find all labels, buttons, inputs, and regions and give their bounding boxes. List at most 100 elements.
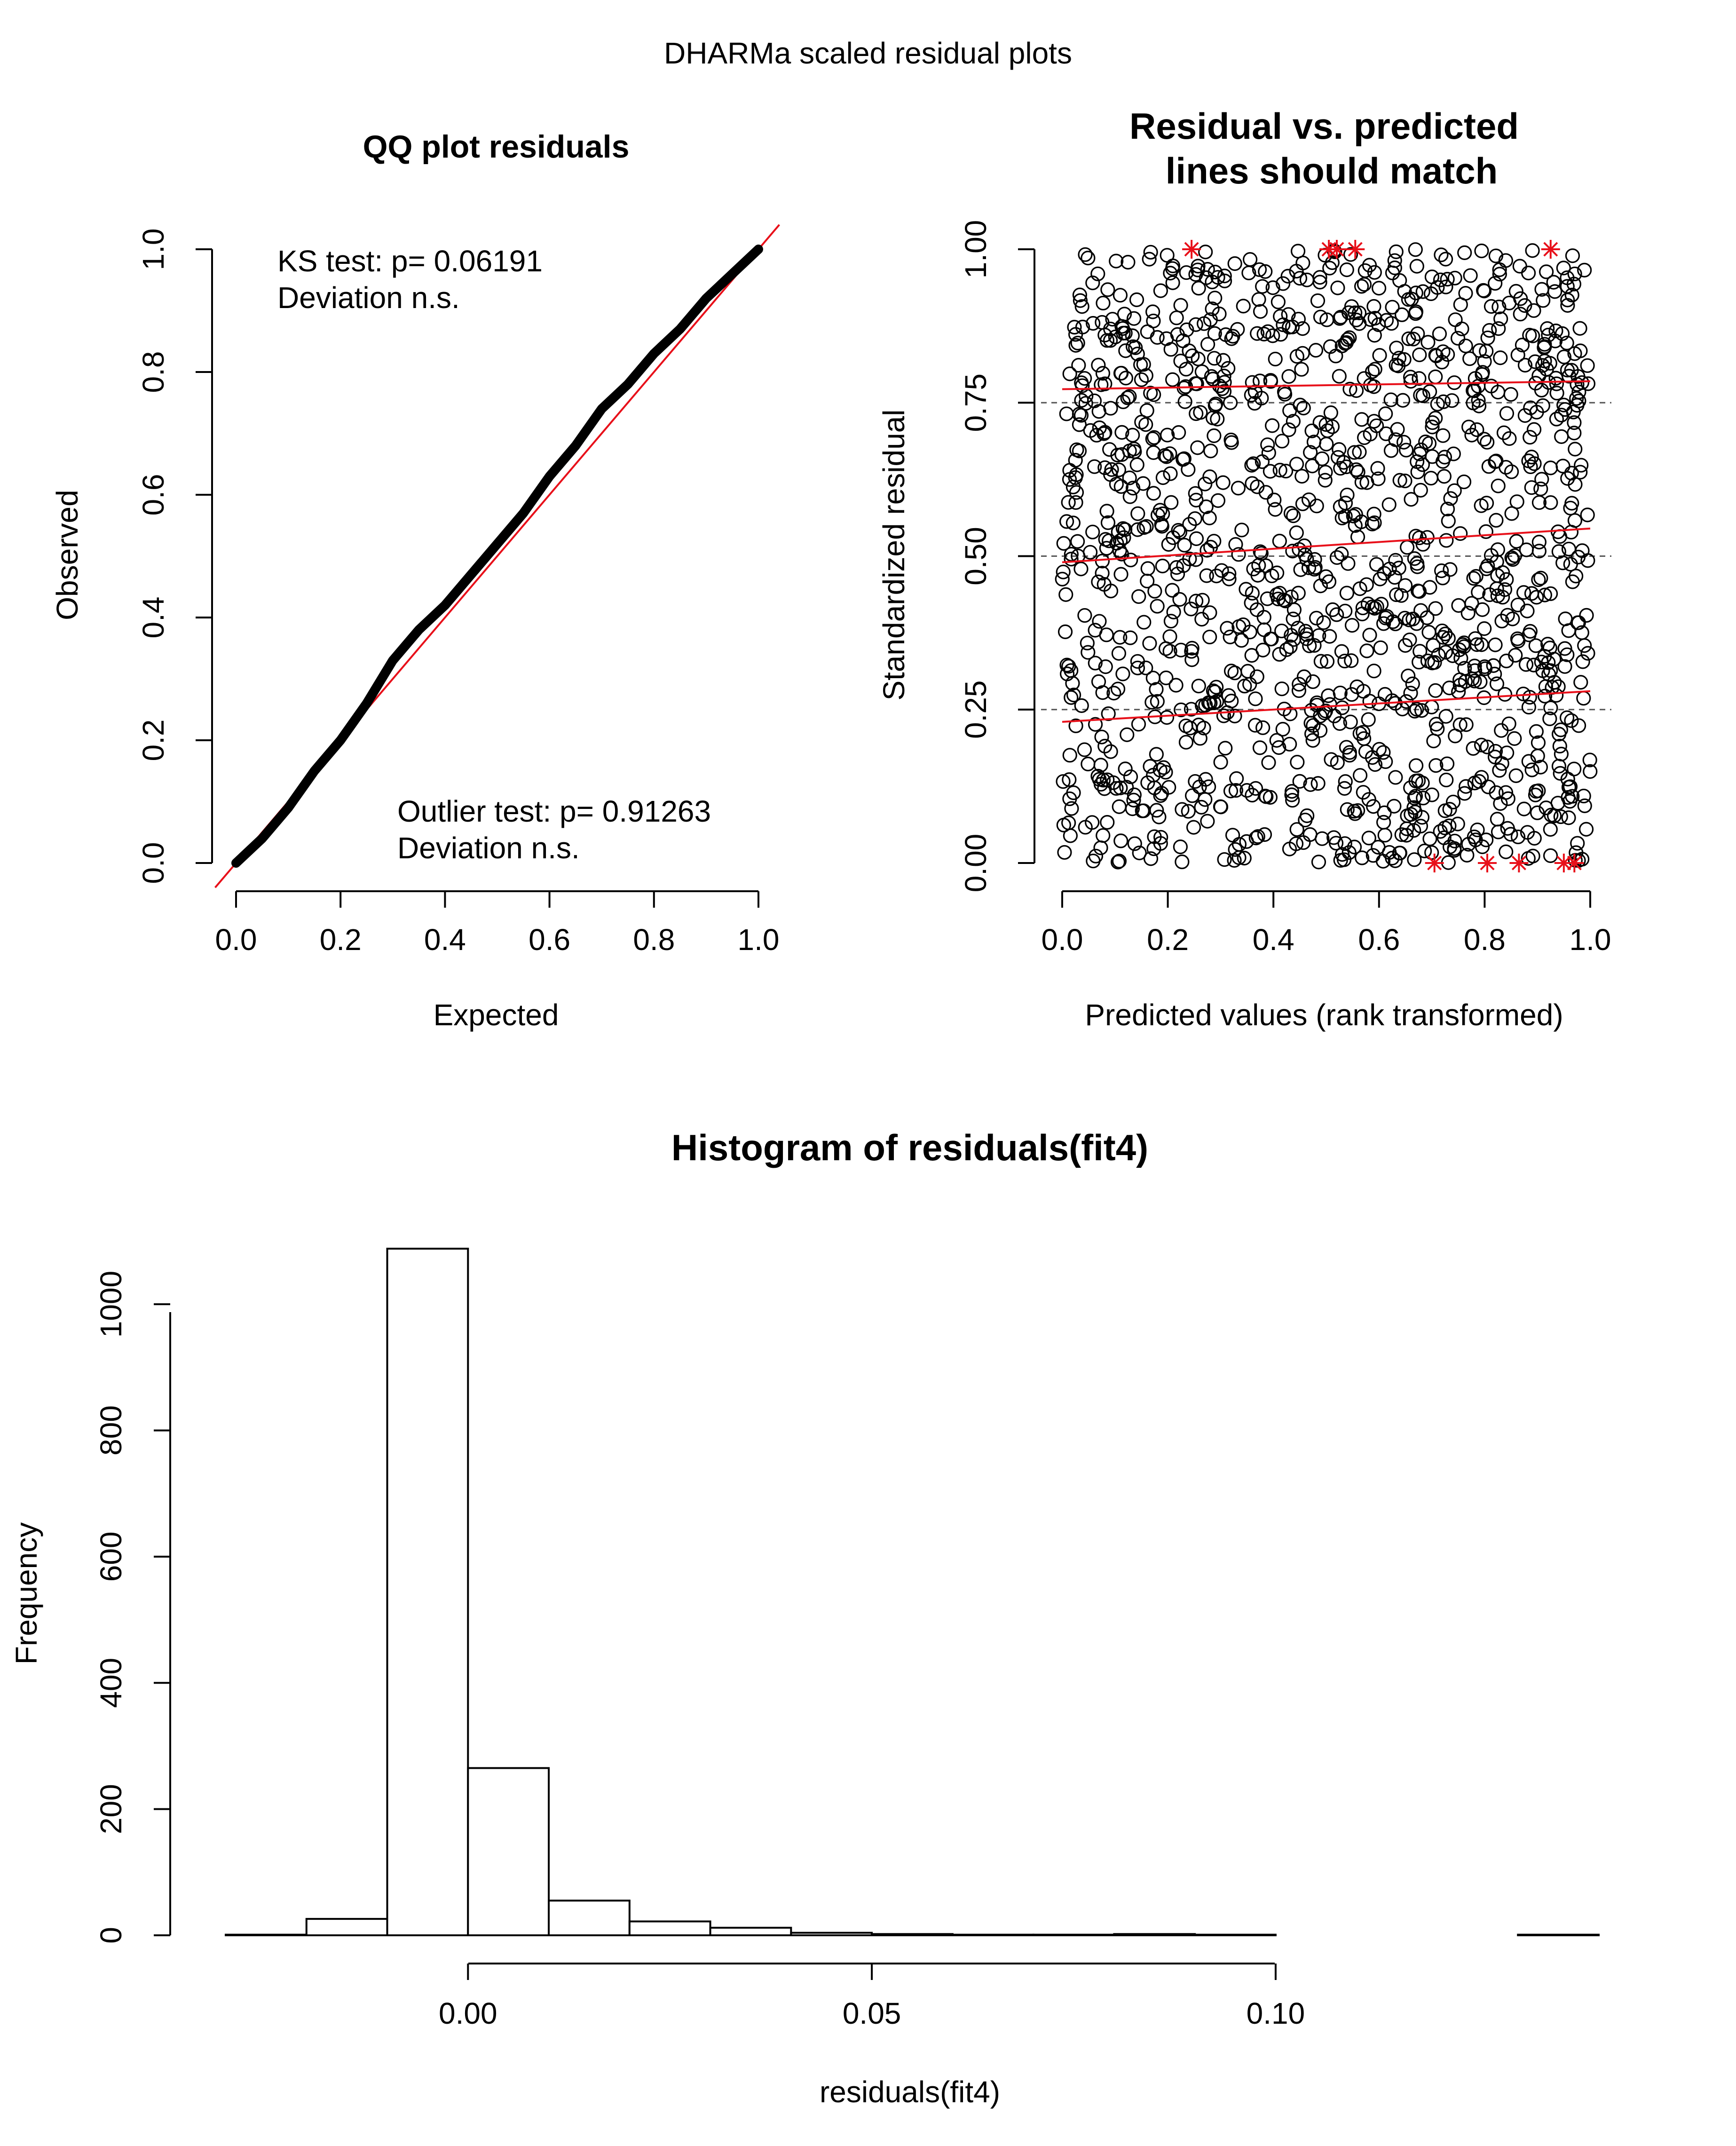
rp-point	[1564, 713, 1579, 728]
rp-point	[1173, 839, 1188, 855]
rp-point	[1531, 572, 1546, 587]
rp-point	[1565, 574, 1580, 589]
rp-point	[1355, 606, 1370, 622]
rp-point	[1466, 741, 1481, 756]
rp-point	[1432, 326, 1447, 341]
rp-point	[1412, 644, 1428, 659]
rp-point	[1149, 803, 1164, 818]
rp-point	[1540, 321, 1555, 336]
rp-point	[1149, 682, 1164, 697]
rp-point	[1194, 800, 1209, 815]
rp-point	[1411, 773, 1426, 788]
rp-point	[1510, 829, 1526, 845]
rp-point	[1430, 721, 1445, 736]
rp-point	[1494, 723, 1509, 738]
rp-point	[1468, 663, 1483, 678]
rp-point	[1508, 768, 1523, 784]
rp-point	[1192, 731, 1207, 746]
rp-point	[1468, 569, 1483, 584]
rp-point	[1409, 758, 1424, 773]
rp-point	[1378, 754, 1393, 769]
rp-point	[1440, 272, 1455, 287]
rp-point	[1524, 480, 1539, 495]
rp-point	[1331, 450, 1346, 465]
rp-point	[1127, 836, 1142, 851]
rp-point	[1547, 284, 1562, 299]
rp-point	[1102, 442, 1117, 457]
rp-point	[1539, 800, 1554, 816]
rp-point	[1332, 716, 1347, 731]
rp-point	[1293, 562, 1308, 577]
rp-point	[1239, 783, 1255, 798]
rp-point	[1292, 774, 1307, 789]
rp-point	[1511, 634, 1526, 649]
rp-point	[1313, 654, 1328, 669]
rp-point	[1334, 510, 1349, 526]
rp-x-tick-label: 0.4	[1253, 923, 1294, 957]
rp-point	[1111, 646, 1127, 661]
rp-point	[1466, 396, 1481, 411]
rp-point	[1131, 717, 1146, 732]
rp-point	[1097, 781, 1112, 796]
rp-point	[1093, 840, 1108, 855]
rp-point	[1391, 561, 1406, 576]
rp-point	[1310, 293, 1326, 309]
rp-point	[1085, 275, 1100, 291]
rp-point	[1541, 327, 1556, 343]
rp-point	[1202, 629, 1217, 645]
rp-point	[1094, 729, 1109, 744]
rp-point	[1090, 768, 1105, 784]
rp-point	[1164, 495, 1179, 510]
rp-point	[1546, 275, 1561, 290]
rp-point	[1580, 646, 1595, 661]
rp-point	[1113, 833, 1128, 848]
rp-point	[1118, 343, 1133, 358]
rp-point	[1095, 554, 1110, 569]
rp-point	[1111, 462, 1127, 477]
rp-point	[1194, 612, 1209, 627]
rp-point	[1571, 393, 1586, 409]
rp-point	[1568, 442, 1583, 457]
rp-point	[1460, 606, 1476, 621]
rp-point	[1491, 321, 1506, 336]
rp-point	[1310, 776, 1326, 791]
rp-point	[1207, 684, 1223, 699]
rp-point	[1492, 262, 1507, 277]
rp-point	[1270, 294, 1286, 309]
rp-point	[1265, 280, 1280, 295]
rp-point	[1113, 288, 1128, 303]
rp-point	[1459, 779, 1474, 794]
rp-point	[1055, 571, 1070, 586]
rp-point	[1436, 469, 1452, 484]
rp-point	[1321, 574, 1337, 589]
rp-point	[1183, 721, 1198, 736]
rp-point	[1293, 397, 1308, 412]
rp-point	[1199, 568, 1214, 583]
rp-point	[1476, 432, 1492, 447]
rp-point	[1349, 312, 1364, 327]
rp-point	[1228, 783, 1244, 798]
histogram-plot: Histogram of residuals(fit4) residuals(f…	[9, 1127, 1600, 2109]
rp-point	[1259, 789, 1274, 804]
rp-point	[1122, 470, 1137, 485]
rp-title-line2: lines should match	[1166, 150, 1498, 191]
qq-x-tick-label: 0.4	[424, 923, 466, 957]
rp-point	[1231, 481, 1246, 496]
rp-point	[1162, 629, 1177, 644]
rp-point	[1494, 756, 1509, 771]
rp-point	[1457, 786, 1472, 801]
rp-point	[1549, 412, 1564, 427]
rp-point	[1436, 428, 1451, 443]
rp-x-tick-label: 0.2	[1147, 923, 1189, 957]
rp-point	[1207, 326, 1222, 341]
rp-point	[1390, 422, 1405, 437]
rp-point	[1130, 654, 1145, 669]
rp-point	[1576, 691, 1591, 706]
rp-point	[1069, 442, 1084, 457]
rp-point	[1258, 485, 1273, 500]
rp-point	[1073, 293, 1088, 308]
rp-point	[1303, 777, 1318, 792]
rp-point	[1530, 748, 1545, 764]
rp-point	[1361, 792, 1376, 807]
rp-point	[1294, 362, 1309, 377]
